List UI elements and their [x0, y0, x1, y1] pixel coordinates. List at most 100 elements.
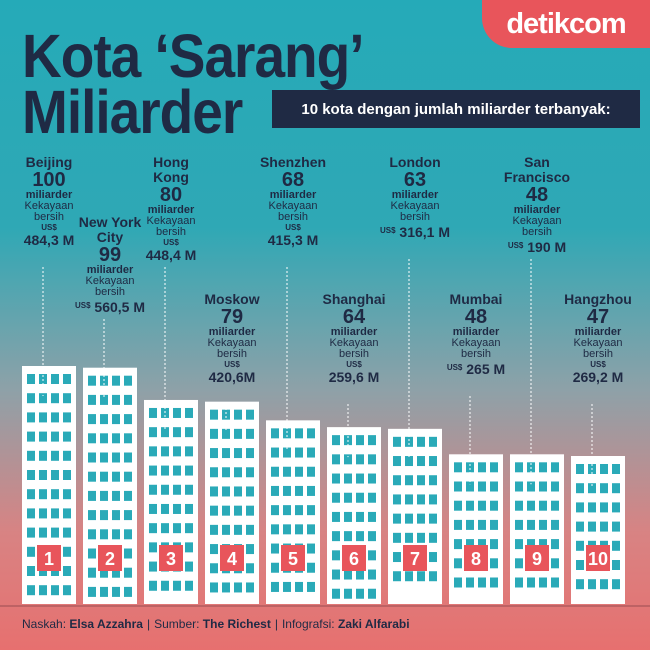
window: [88, 394, 96, 405]
window: [88, 414, 96, 425]
rank-badge-4: [220, 545, 244, 571]
city-label-9: San Francisco 48 miliarder Kekayaan bersih U…: [500, 155, 574, 256]
window: [88, 433, 96, 444]
window: [39, 470, 47, 480]
window: [234, 524, 242, 535]
window: [283, 524, 291, 535]
window: [466, 500, 474, 511]
window: [588, 502, 596, 513]
window: [332, 454, 340, 465]
window: [515, 539, 523, 550]
window: [112, 414, 120, 425]
window: [51, 585, 59, 596]
rank-label: 7: [410, 549, 420, 569]
window: [100, 490, 108, 501]
window: [27, 450, 35, 461]
window: [588, 579, 596, 590]
window: [63, 431, 71, 442]
window: [393, 532, 401, 543]
window: [539, 462, 547, 473]
net-worth-label: Kekayaan bersih: [146, 215, 196, 238]
window: [454, 519, 462, 530]
net-worth: US$ 316,1 M: [378, 223, 452, 241]
window: [112, 529, 120, 540]
net-worth-label: Kekayaan bersih: [573, 337, 623, 360]
window: [124, 490, 132, 501]
net-worth-label: Kekayaan bersih: [85, 275, 135, 298]
rank-label: 10: [588, 549, 608, 569]
city-label-3: Hong Kong 80 miliarder Kekayaan bersih US$ 44…: [134, 155, 208, 264]
window: [454, 481, 462, 492]
window: [417, 494, 425, 505]
window: [405, 571, 413, 582]
rank-badge-6: [342, 545, 366, 571]
window: [417, 436, 425, 447]
window: [51, 527, 59, 538]
window: [112, 510, 120, 521]
window: [283, 447, 291, 458]
count-unit: miliarder: [208, 326, 256, 338]
window: [490, 577, 498, 588]
window: [478, 481, 486, 492]
window: [88, 586, 96, 597]
window: [185, 561, 193, 572]
window: [454, 539, 462, 550]
window: [173, 427, 181, 438]
window: [173, 484, 181, 495]
window: [246, 486, 254, 497]
net-worth-label: Kekayaan bersih: [512, 215, 562, 238]
window: [271, 543, 279, 554]
window: [490, 558, 498, 569]
window: [27, 566, 35, 576]
billionaire-count: 80: [159, 184, 183, 206]
rank-label: 6: [349, 549, 359, 569]
window: [149, 561, 157, 572]
window: [112, 490, 120, 501]
window: [234, 486, 242, 497]
window: [515, 519, 523, 530]
window: [246, 563, 254, 574]
window: [283, 428, 291, 439]
window: [210, 582, 218, 593]
window: [234, 582, 242, 593]
net-worth-label: Kekayaan bersih: [268, 200, 318, 223]
window: [63, 393, 71, 404]
rank-badge-3: [159, 545, 183, 571]
window: [51, 412, 59, 423]
window: [222, 448, 230, 459]
window: [368, 550, 376, 561]
window: [246, 582, 254, 593]
window: [515, 558, 523, 569]
window: [185, 427, 193, 438]
billionaire-count: 99: [98, 244, 122, 266]
currency-label: US$: [379, 226, 396, 235]
window: [210, 563, 218, 574]
city-name: Hong Kong: [153, 154, 189, 185]
window: [100, 471, 108, 482]
window: [63, 489, 71, 500]
rank-badge-2: [98, 545, 122, 571]
window: [344, 588, 352, 599]
billionaire-count: 47: [586, 306, 610, 328]
net-worth-value: 420,6M: [208, 369, 256, 385]
billionaire-count: 48: [525, 184, 549, 206]
window: [332, 511, 340, 522]
window: [185, 580, 193, 591]
net-worth-value: 448,4 M: [145, 247, 197, 263]
window: [100, 452, 108, 463]
window: [393, 552, 401, 563]
window: [161, 484, 169, 495]
net-worth-value: 415,3 M: [267, 232, 319, 248]
window: [124, 548, 132, 559]
window: [551, 500, 559, 511]
count-unit: miliarder: [574, 326, 622, 338]
window: [466, 462, 474, 473]
window: [356, 435, 364, 446]
window: [63, 374, 71, 384]
count-unit: miliarder: [25, 189, 73, 201]
window: [222, 505, 230, 516]
window: [307, 485, 315, 496]
window: [27, 470, 35, 480]
window: [63, 508, 71, 519]
window: [588, 483, 596, 494]
